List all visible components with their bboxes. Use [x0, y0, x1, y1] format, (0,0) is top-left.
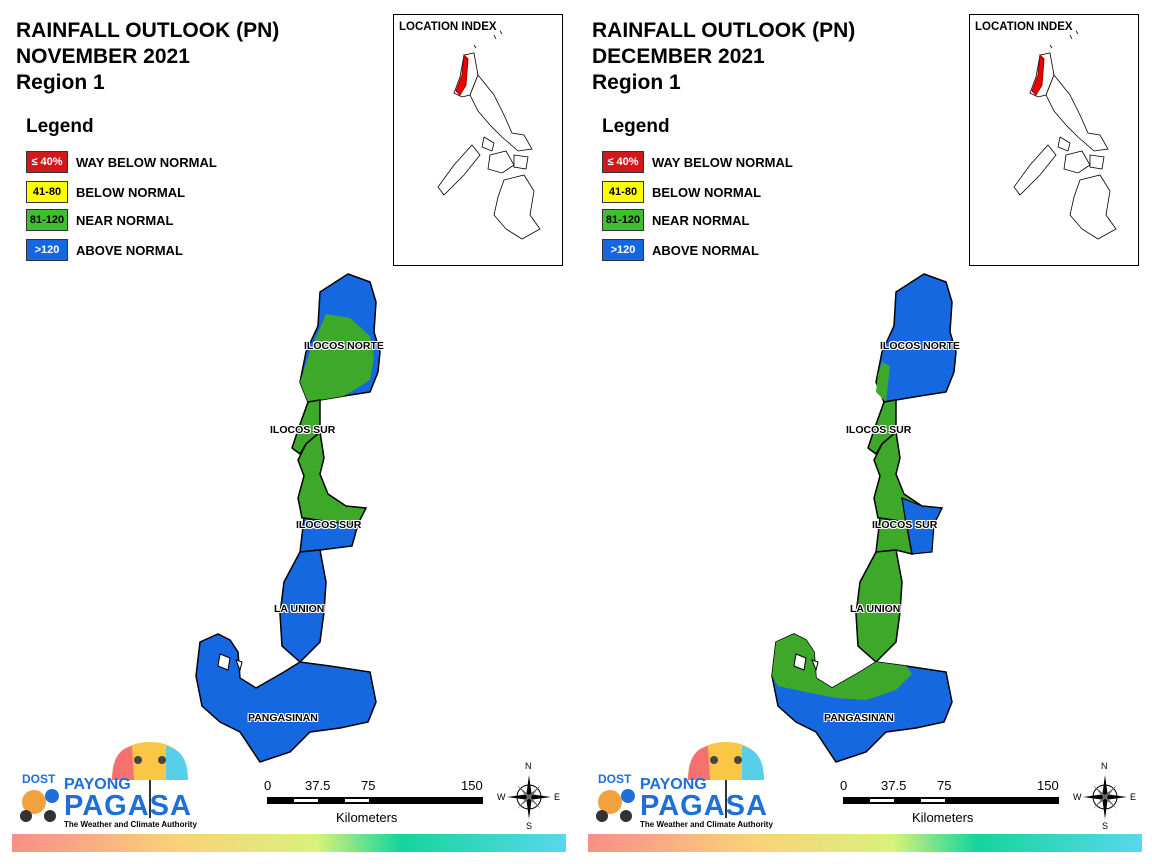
scale-bar: 0 37.5 75 150 Kilometers	[840, 778, 1070, 838]
region-1-map: ILOCOS NORTE ILOCOS SUR ILOCOS SUR LA UN…	[180, 262, 400, 772]
panel-november: RAINFALL OUTLOOK (PN) NOVEMBER 2021 Regi…	[12, 14, 566, 852]
logo-pagasa: PAGASA	[640, 790, 768, 822]
philippines-map	[1013, 30, 1117, 240]
legend-label: WAY BELOW NORMAL	[652, 155, 793, 170]
logo-dost: DOST	[22, 772, 56, 786]
scale-tick-75: 75	[361, 778, 376, 793]
label-ilocos-sur: ILOCOS SUR	[270, 424, 336, 436]
legend-label: NEAR NORMAL	[652, 213, 750, 228]
rainfall-map	[195, 273, 381, 763]
legend-title: Legend	[26, 116, 94, 137]
location-index: LOCATION INDEX	[393, 14, 563, 266]
compass-n: N	[1101, 761, 1108, 771]
philippines-map	[437, 30, 541, 240]
compass-n: N	[525, 761, 532, 771]
rainfall-map	[771, 273, 957, 763]
legend-swatch: 41-80	[26, 181, 68, 203]
scale-tick-150: 150	[461, 778, 483, 793]
scale-tick-37: 37.5	[881, 778, 907, 793]
region-1-map: ILOCOS NORTE ILOCOS SUR ILOCOS SUR LA UN…	[756, 262, 976, 772]
compass-rose: N S E W	[497, 761, 561, 831]
legend-label: WAY BELOW NORMAL	[76, 155, 217, 170]
scale-bar-graphic	[267, 797, 483, 804]
scale-unit: Kilometers	[336, 810, 398, 825]
scale-bar-graphic	[843, 797, 1059, 804]
legend-swatch: >120	[602, 239, 644, 261]
logo-payong: PAYONG	[640, 776, 707, 793]
legend-swatch: ≤ 40%	[26, 151, 68, 173]
compass-icon	[507, 775, 551, 819]
logo-pagasa: PAGASA	[64, 790, 192, 822]
compass-rose: N S E W	[1073, 761, 1137, 831]
pagasa-logo: DOST PAYONG PAGASA The Weather and Clima…	[592, 740, 773, 832]
title-line-3: Region 1	[16, 71, 105, 94]
scale-unit: Kilometers	[912, 810, 974, 825]
legend-swatch: 41-80	[602, 181, 644, 203]
legend-label: ABOVE NORMAL	[76, 243, 183, 258]
compass-w: W	[1073, 792, 1082, 802]
label-la-union: LA UNION	[850, 603, 901, 615]
legend-swatch: ≤ 40%	[602, 151, 644, 173]
label-pangasinan: PANGASINAN	[824, 712, 894, 724]
map-title: RAINFALL OUTLOOK (PN) DECEMBER 2021 Regi…	[592, 18, 855, 96]
map-title: RAINFALL OUTLOOK (PN) NOVEMBER 2021 Regi…	[16, 18, 279, 96]
legend-label: NEAR NORMAL	[76, 213, 174, 228]
scale-tick-37: 37.5	[305, 778, 331, 793]
label-ilocos-sur: ILOCOS SUR	[846, 424, 912, 436]
title-line-1: RAINFALL OUTLOOK (PN)	[16, 19, 280, 42]
label-ilocos-norte: ILOCOS NORTE	[880, 340, 960, 352]
compass-icon	[1083, 775, 1127, 819]
footer-gradient-bar	[12, 834, 566, 852]
footer-gradient-bar	[588, 834, 1142, 852]
logo-tagline: The Weather and Climate Authority	[64, 820, 197, 829]
umbrella-icon	[20, 742, 188, 822]
label-pangasinan: PANGASINAN	[248, 712, 318, 724]
legend-title: Legend	[602, 116, 670, 137]
legend-label: ABOVE NORMAL	[652, 243, 759, 258]
logo-payong: PAYONG	[64, 776, 131, 793]
location-index-label: LOCATION INDEX	[975, 21, 1073, 33]
title-line-2: DECEMBER 2021	[592, 45, 765, 68]
compass-w: W	[497, 792, 506, 802]
location-index: LOCATION INDEX	[969, 14, 1139, 266]
label-ilocos-norte: ILOCOS NORTE	[304, 340, 384, 352]
panel-december: RAINFALL OUTLOOK (PN) DECEMBER 2021 Regi…	[576, 0, 1152, 864]
title-line-2: NOVEMBER 2021	[16, 45, 190, 68]
compass-s: S	[526, 821, 533, 831]
legend-swatch: 81-120	[602, 209, 644, 231]
compass-s: S	[1102, 821, 1109, 831]
scale-tick-75: 75	[937, 778, 952, 793]
compass-e: E	[1130, 792, 1137, 802]
legend-label: BELOW NORMAL	[76, 185, 186, 200]
logo-tagline: The Weather and Climate Authority	[640, 820, 773, 829]
label-ilocos-sur-2: ILOCOS SUR	[296, 519, 362, 531]
scale-tick-150: 150	[1037, 778, 1059, 793]
logo-dost: DOST	[598, 772, 632, 786]
label-la-union: LA UNION	[274, 603, 325, 615]
scale-bar: 0 37.5 75 150 Kilometers	[264, 778, 494, 838]
title-line-1: RAINFALL OUTLOOK (PN)	[592, 19, 856, 42]
compass-e: E	[554, 792, 561, 802]
location-index-label: LOCATION INDEX	[399, 21, 497, 33]
title-line-3: Region 1	[592, 71, 681, 94]
legend-swatch: >120	[26, 239, 68, 261]
scale-tick-0: 0	[840, 778, 848, 793]
umbrella-icon	[596, 742, 764, 822]
scale-tick-0: 0	[264, 778, 272, 793]
pagasa-logo: DOST PAYONG PAGASA The Weather and Clima…	[16, 740, 197, 832]
legend-swatch: 81-120	[26, 209, 68, 231]
label-ilocos-sur-2: ILOCOS SUR	[872, 519, 938, 531]
legend-label: BELOW NORMAL	[652, 185, 762, 200]
